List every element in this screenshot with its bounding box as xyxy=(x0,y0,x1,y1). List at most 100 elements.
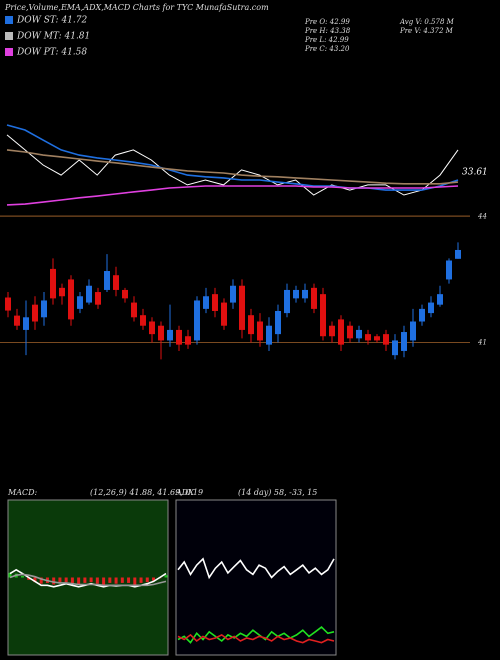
candle-body xyxy=(383,334,389,345)
histogram-bar xyxy=(127,577,131,583)
stat-label: Pre L: 42.99 xyxy=(304,36,349,44)
candle-body xyxy=(365,334,371,341)
histogram-bar xyxy=(114,577,118,584)
series-line xyxy=(6,134,459,196)
candle-body xyxy=(122,289,128,299)
candle-body xyxy=(347,325,353,339)
candle-body xyxy=(86,285,92,303)
series-line xyxy=(6,149,459,185)
histogram-bar xyxy=(139,577,143,583)
candle-body xyxy=(293,289,299,299)
histogram-bar xyxy=(108,577,112,583)
y-tick-label: 44 xyxy=(477,212,487,220)
candle-body xyxy=(266,325,272,345)
candle-body xyxy=(428,302,434,314)
histogram-bar xyxy=(152,577,156,581)
candle-body xyxy=(113,275,119,290)
candle-body xyxy=(329,325,335,337)
histogram-bar xyxy=(120,577,124,583)
panel-title: MACD: xyxy=(7,488,38,497)
candle-body xyxy=(419,308,425,322)
panel-title: ADX xyxy=(175,488,194,497)
candle-body xyxy=(203,296,209,309)
candle-body xyxy=(284,289,290,314)
y-tick-label: 41 xyxy=(477,339,487,347)
series-line xyxy=(177,626,335,644)
page-title: Price,Volume,EMA,ADX,MACD Charts for TYC… xyxy=(4,3,269,12)
annotation: 33.61 xyxy=(462,168,488,178)
histogram-bar xyxy=(8,572,12,578)
panel xyxy=(7,499,169,656)
legend-label: DOW PT: 41.58 xyxy=(16,48,87,58)
series-line xyxy=(6,185,459,206)
legend-swatch xyxy=(5,32,13,40)
stat-label: Pre C: 43.20 xyxy=(304,45,350,53)
histogram-bar xyxy=(27,577,31,580)
histogram-bar xyxy=(20,575,24,578)
candle-body xyxy=(401,332,407,351)
candle-body xyxy=(212,294,218,311)
legend-swatch xyxy=(5,16,13,24)
legend-label: DOW ST: 41.72 xyxy=(16,16,87,26)
histogram-bar xyxy=(33,577,37,583)
candle-body xyxy=(32,304,38,322)
histogram-bar xyxy=(39,577,43,584)
series-line xyxy=(177,557,335,580)
candle-body xyxy=(374,336,380,341)
candle-body xyxy=(410,321,416,341)
stat-label: Avg V: 0.578 M xyxy=(399,18,455,26)
candle-body xyxy=(221,302,227,326)
candle-body xyxy=(68,279,74,320)
candle-body xyxy=(338,319,344,345)
candle-body xyxy=(446,260,452,280)
panel-subtitle: (12,26,9) 41.88, 41.69, 0.19 xyxy=(90,488,203,497)
candle-body xyxy=(311,287,317,309)
candle-body xyxy=(248,315,254,335)
stat-label: Pre V: 4.372 M xyxy=(399,27,454,35)
histogram-bar xyxy=(52,577,56,585)
candle-body xyxy=(176,329,182,345)
series-line xyxy=(177,633,335,644)
candle-body xyxy=(356,329,362,339)
panel-subtitle: (14 day) 58, -33, 15 xyxy=(238,488,317,497)
histogram-bar xyxy=(83,577,87,583)
candle-body xyxy=(239,285,245,330)
histogram-bar xyxy=(64,577,68,583)
candle-body xyxy=(50,268,56,299)
candle-body xyxy=(23,317,29,330)
candle-body xyxy=(167,329,173,341)
histogram-bar xyxy=(89,577,93,583)
candle-body xyxy=(5,297,11,311)
candle-body xyxy=(14,315,20,326)
series-line xyxy=(6,124,459,191)
legend-label: DOW MT: 41.81 xyxy=(16,32,90,42)
stat-label: Pre O: 42.99 xyxy=(304,18,350,26)
candle-body xyxy=(230,285,236,303)
candle-body xyxy=(131,302,137,318)
legend-swatch xyxy=(5,48,13,56)
histogram-bar xyxy=(133,577,137,585)
candle-body xyxy=(275,310,281,335)
candle-body xyxy=(59,287,65,297)
histogram-bar xyxy=(77,577,81,585)
histogram-bar xyxy=(95,577,99,584)
candle-body xyxy=(149,321,155,335)
stat-label: Pre H: 43.38 xyxy=(304,27,351,35)
candle-body xyxy=(158,325,164,341)
candle-body xyxy=(41,300,47,318)
candle-body xyxy=(104,271,110,290)
candle-body xyxy=(194,300,200,341)
histogram-bar xyxy=(70,577,74,584)
candle-body xyxy=(185,336,191,345)
histogram-bar xyxy=(58,577,62,583)
histogram-bar xyxy=(145,577,149,583)
candle-body xyxy=(302,289,308,299)
histogram-bar xyxy=(164,575,168,578)
candle-body xyxy=(257,321,263,341)
candle-body xyxy=(455,249,461,259)
panel xyxy=(175,499,337,656)
candle-body xyxy=(392,340,398,356)
candle-body xyxy=(140,315,146,326)
series-line xyxy=(9,573,167,587)
